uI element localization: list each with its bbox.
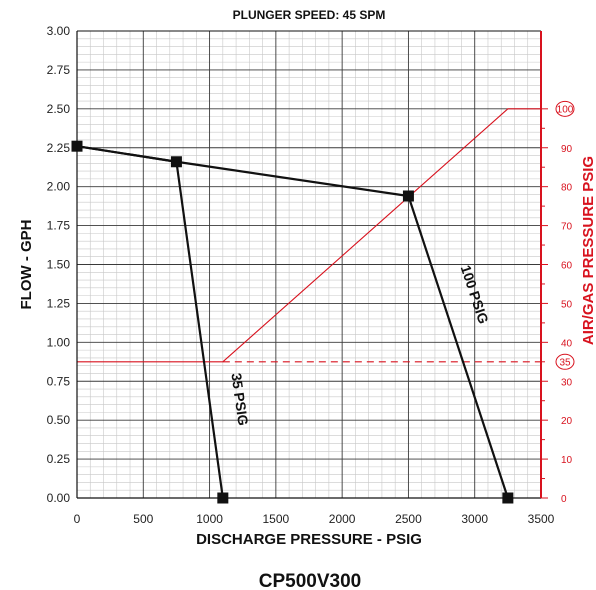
y-tick-label: 1.75 bbox=[47, 219, 71, 233]
data-marker bbox=[402, 190, 414, 202]
right-tick-label: 30 bbox=[561, 377, 573, 388]
air-gas-pressure-curve bbox=[77, 108, 541, 363]
data-markers bbox=[71, 140, 514, 504]
x-tick-label: 0 bbox=[74, 512, 81, 526]
right-tick-label: 90 bbox=[561, 144, 573, 155]
reference-lines bbox=[77, 108, 541, 363]
right-tick-label: 10 bbox=[561, 455, 573, 466]
series-line-100-psig bbox=[76, 145, 509, 499]
x-tick-label: 2500 bbox=[395, 512, 422, 526]
right-tick-label: 50 bbox=[561, 299, 573, 310]
axes bbox=[76, 30, 548, 499]
y-tick-label: 0.25 bbox=[47, 452, 71, 466]
x-tick-label: 500 bbox=[133, 512, 153, 526]
circled-value-label: 35 bbox=[559, 357, 571, 368]
right-tick-label: 40 bbox=[561, 338, 573, 349]
data-marker bbox=[170, 156, 182, 168]
y-tick-label: 2.50 bbox=[47, 102, 71, 116]
y-tick-label: 1.00 bbox=[47, 335, 71, 349]
y-tick-label: 0.50 bbox=[47, 413, 71, 427]
series-label-35-psig: 35 PSIG bbox=[228, 372, 251, 427]
right-tick-label: 70 bbox=[561, 222, 573, 233]
circled-value-label: 100 bbox=[557, 104, 574, 115]
y-tick-label: 1.50 bbox=[47, 258, 71, 272]
right-tick-label: 0 bbox=[561, 494, 567, 505]
right-tick-label: 60 bbox=[561, 261, 573, 272]
y-tick-label: 3.00 bbox=[47, 24, 71, 38]
y-tick-label: 2.00 bbox=[47, 180, 71, 194]
y-tick-label: 2.25 bbox=[47, 141, 71, 155]
x-tick-label: 1000 bbox=[196, 512, 223, 526]
circled-value-ring bbox=[555, 100, 575, 117]
x-tick-label: 3500 bbox=[528, 512, 555, 526]
series-lines bbox=[76, 145, 509, 499]
right-axis-title: AIR/GAS PRESSURE PSIG bbox=[580, 156, 596, 345]
y-tick-label: 2.75 bbox=[47, 63, 71, 77]
x-axis-title: DISCHARGE PRESSURE - PSIG bbox=[196, 531, 422, 548]
y-tick-label: 0.00 bbox=[47, 491, 71, 505]
grid bbox=[77, 31, 541, 498]
y-tick-label: 0.75 bbox=[47, 374, 71, 388]
x-tick-label: 3000 bbox=[461, 512, 488, 526]
circled-value-ring bbox=[555, 353, 575, 370]
model-label: CP500V300 bbox=[259, 571, 361, 590]
labels: 0 500 1000 1500 2000 2500 3000 35000.000.250.50… bbox=[18, 8, 596, 590]
series-line-35-psig bbox=[76, 145, 224, 499]
right-tick-label: 20 bbox=[561, 416, 573, 427]
chart-title: PLUNGER SPEED: 45 SPM bbox=[233, 8, 386, 22]
y-tick-label: 1.25 bbox=[47, 296, 71, 310]
x-tick-label: 2000 bbox=[329, 512, 356, 526]
right-tick-label: 80 bbox=[561, 183, 573, 194]
x-tick-label: 1500 bbox=[263, 512, 290, 526]
y-axis-title: FLOW - GPH bbox=[18, 220, 35, 310]
